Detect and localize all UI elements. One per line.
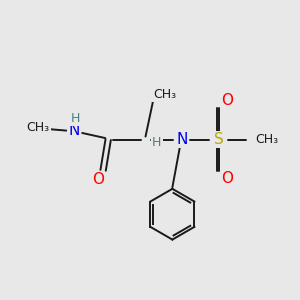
Text: O: O [92,172,104,188]
Text: H: H [152,136,162,149]
Text: O: O [221,93,233,108]
Text: H: H [71,112,80,124]
Text: O: O [221,171,233,186]
Text: CH₃: CH₃ [26,121,50,134]
Text: CH₃: CH₃ [153,88,176,101]
Text: N: N [176,132,188,147]
Text: CH₃: CH₃ [255,133,278,146]
Text: N: N [68,123,80,138]
Text: S: S [214,132,224,147]
